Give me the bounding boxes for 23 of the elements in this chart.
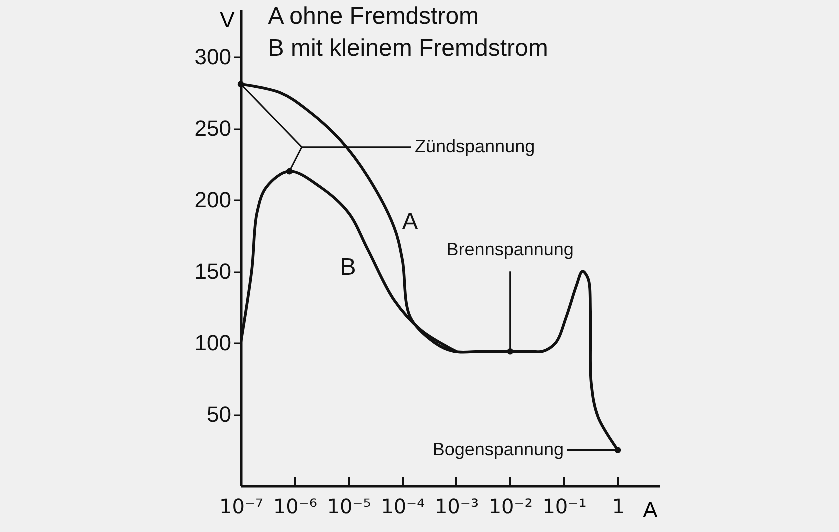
y-tick-label: 100 xyxy=(194,330,232,356)
x-tick-label: 10⁻³ xyxy=(434,494,479,518)
x-tick-label: 10⁻⁶ xyxy=(273,494,318,518)
x-axis-title: A xyxy=(643,498,658,522)
chart-title: A ohne Fremdstrom xyxy=(268,3,480,30)
annotation: Bogenspannung xyxy=(432,439,564,460)
y-tick-label: 150 xyxy=(194,259,232,284)
series-label: A xyxy=(402,208,418,236)
x-tick-label: 10⁻¹ xyxy=(542,494,587,518)
y-tick-label: 250 xyxy=(194,116,232,142)
x-tick-label: 10⁻² xyxy=(488,494,533,518)
text: B mit kleinem Fremdstrom xyxy=(268,35,548,62)
series-label: B xyxy=(340,254,356,282)
y-tick-label: 200 xyxy=(194,188,232,213)
x-tick-label: 10⁻⁷ xyxy=(219,494,264,518)
x-tick-label: 1 xyxy=(612,494,625,518)
y-axis-title: V xyxy=(220,8,236,32)
annotation: Zündspannung xyxy=(415,136,536,156)
annotation: Brennspannung xyxy=(446,240,574,260)
y-tick-label: 300 xyxy=(194,44,232,70)
x-tick-label: 10⁻⁴ xyxy=(381,494,426,518)
x-tick-label: 10⁻⁵ xyxy=(327,494,372,518)
y-tick-label: 50 xyxy=(207,402,232,428)
